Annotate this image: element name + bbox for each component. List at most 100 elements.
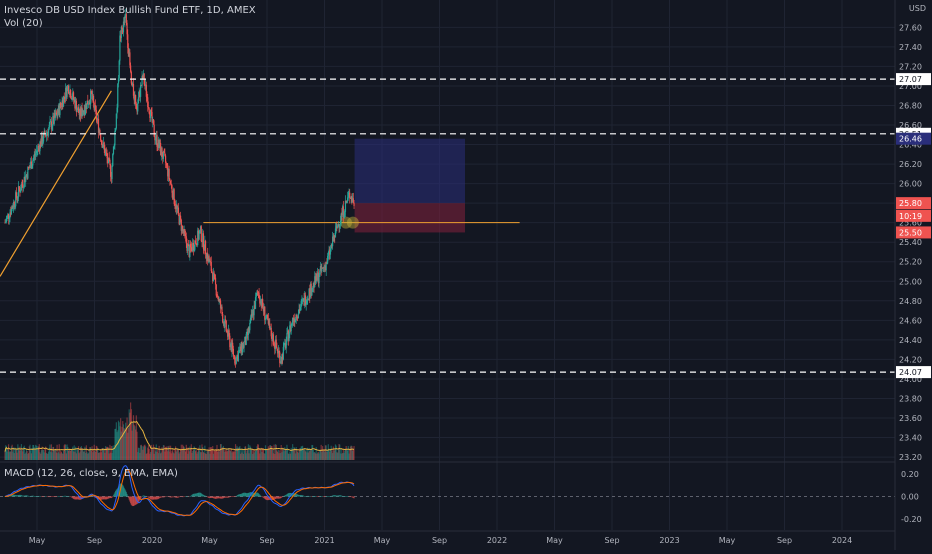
candle-body (219, 299, 221, 301)
volume-bar (136, 431, 138, 460)
macd-histogram-bar (275, 496, 277, 499)
volume-bar (212, 446, 214, 460)
volume-bar (326, 451, 328, 460)
volume-bar (331, 450, 333, 460)
macd-histogram-bar (188, 496, 190, 497)
macd-histogram-bar (177, 496, 179, 498)
candle-body (331, 245, 333, 247)
volume-bar (336, 452, 338, 460)
macd-histogram-bar (157, 496, 160, 499)
macd-histogram-bar (340, 495, 342, 497)
candle-body (207, 253, 209, 262)
volume-bar (81, 448, 83, 460)
macd-histogram-bar (130, 496, 132, 504)
candle-body (30, 161, 32, 167)
candle-body (73, 99, 75, 101)
volume-bar (332, 453, 334, 460)
macd-histogram-bar (192, 494, 194, 497)
candle-body (69, 89, 71, 95)
volume-bar (111, 453, 113, 460)
candle-body (91, 93, 93, 100)
price-badge (896, 197, 931, 210)
volume-bar (261, 451, 263, 460)
candle-body (65, 87, 67, 99)
macd-histogram-bar (233, 496, 235, 497)
macd-histogram-bar (102, 496, 105, 500)
macd-histogram-bar (182, 496, 185, 498)
volume-bar (347, 446, 349, 460)
macd-histogram-bar (244, 492, 246, 497)
volume-bar (325, 445, 327, 460)
volume-bar (130, 402, 132, 460)
macd-histogram-bar (195, 493, 197, 497)
time-tick-label: Sep (432, 536, 447, 545)
macd-histogram-bar (174, 496, 177, 498)
candle-body (80, 107, 82, 117)
macd-histogram-bar (245, 493, 247, 497)
candle-body (27, 166, 30, 168)
macd-histogram-bar (317, 496, 319, 497)
volume-bar (292, 449, 294, 460)
macd-histogram-bar (215, 496, 217, 499)
macd-histogram-bar (159, 496, 161, 498)
macd-histogram-bar (141, 496, 143, 497)
macd-histogram-bar (239, 494, 242, 497)
candle-body (235, 356, 237, 364)
candle-body (332, 236, 334, 242)
volume-bar (303, 449, 305, 460)
macd-histogram-bar (56, 496, 58, 497)
volume-bar (148, 448, 150, 460)
position-zones[interactable] (354, 138, 465, 233)
volume-bar (9, 451, 11, 460)
macd-histogram-bar (234, 496, 237, 497)
candle-body (208, 256, 210, 262)
candle-body (82, 110, 85, 113)
volume-bar (342, 452, 344, 460)
candle-body (218, 299, 220, 302)
macd-histogram-bar (143, 495, 145, 497)
macd-histogram-bar (27, 495, 30, 497)
macd-histogram-bar (144, 495, 146, 497)
volume-bar (98, 452, 100, 460)
macd-histogram-bar (24, 495, 26, 497)
volume-bar (52, 446, 54, 460)
candle-body (232, 342, 234, 349)
candle-body (216, 295, 218, 297)
volume-bar (45, 452, 47, 460)
macd-histogram-bar (52, 496, 55, 497)
macd-histogram-bar (297, 494, 299, 497)
candle-body (312, 282, 314, 289)
macd-histogram-bar (42, 496, 44, 497)
volume-bar (46, 453, 48, 460)
volume-bar (158, 445, 160, 460)
volume-bar (125, 428, 127, 460)
volume-bar (35, 444, 37, 460)
volume-bar (307, 447, 309, 460)
horizontal-lines[interactable] (0, 78, 895, 373)
volume-bar (262, 448, 264, 460)
macd-histogram-bar (35, 496, 37, 497)
macd-histogram-bar (323, 496, 325, 497)
candle-body (263, 306, 265, 312)
candle-body (277, 348, 279, 354)
volume-bar (123, 428, 125, 460)
candle-body (57, 105, 60, 114)
volume-bar (171, 451, 173, 460)
touch-marker (346, 216, 359, 229)
candle-body (347, 197, 349, 202)
candle-body (251, 314, 253, 317)
candle-body (96, 119, 98, 121)
macd-histogram-bar (122, 486, 125, 497)
macd-histogram-bar (82, 496, 84, 499)
candle-body (87, 100, 89, 105)
price-tick-label: 24.00 (899, 375, 922, 384)
candle-body (156, 135, 158, 147)
macd-histogram-bar (342, 496, 344, 497)
volume-bar (267, 449, 269, 460)
volume-bar (29, 444, 31, 460)
candle-body (342, 206, 344, 215)
candle-body (32, 157, 35, 161)
macd-histogram-bar (197, 492, 200, 497)
candle-body (244, 336, 246, 343)
